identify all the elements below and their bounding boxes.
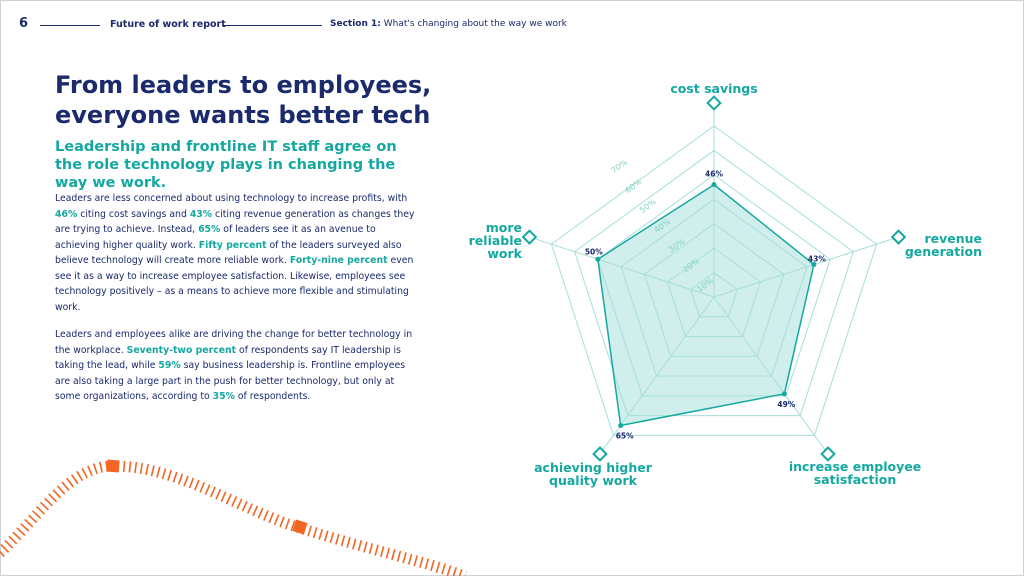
page-number: 6 xyxy=(19,16,29,31)
data-label: 50% xyxy=(585,247,603,256)
axis-diamond-icon xyxy=(890,229,907,245)
axis-label: cost savings xyxy=(670,81,757,96)
tick-label: 70% xyxy=(609,157,629,175)
axis-label-line: work xyxy=(487,246,522,261)
grid-ring xyxy=(643,223,785,357)
axis-label: more reliable work xyxy=(469,220,523,261)
axis-diamond-icon xyxy=(820,446,836,462)
axis-label: revenue generation xyxy=(905,231,982,259)
report-title: Future of work report xyxy=(110,19,226,30)
grid-ring xyxy=(690,271,738,318)
text-run: of leaders see it as an avenue to achiev… xyxy=(55,224,376,251)
header-divider xyxy=(40,25,100,26)
data-point xyxy=(781,391,787,397)
tick-label: 50% xyxy=(638,197,658,215)
data-label: 49% xyxy=(777,400,795,409)
axis-line xyxy=(713,236,899,298)
section-title: Section 1: What's changing about the way… xyxy=(330,19,567,29)
body-paragraph-2: Leaders and employees alike are driving … xyxy=(55,327,415,405)
axis-line xyxy=(529,236,715,298)
data-point xyxy=(618,422,624,428)
axis-label-line: quality work xyxy=(549,473,638,488)
axis-label: achieving higher quality work xyxy=(534,460,653,488)
text-run: Leaders are less concerned about using t… xyxy=(55,193,408,204)
data-point xyxy=(811,262,817,268)
text-run: Leaders and employees alike are driving … xyxy=(55,329,413,356)
data-point xyxy=(711,182,717,188)
axis-label: increase employee satisfaction xyxy=(789,459,921,487)
axis-diamond-icon xyxy=(592,446,608,462)
axis-label-line: generation xyxy=(905,244,982,259)
data-point xyxy=(595,256,601,262)
data-label: 46% xyxy=(705,170,723,179)
wave-marker xyxy=(292,519,308,535)
highlight-stat: Seventy-two percent xyxy=(126,344,237,356)
header-divider xyxy=(222,25,322,26)
tick-label: 60% xyxy=(624,177,644,195)
grid-ring xyxy=(597,174,831,397)
text-run: of respondents. xyxy=(234,391,311,402)
text-run: citing cost savings and xyxy=(77,208,190,220)
text-run: say business leadership is. Frontline em… xyxy=(55,360,406,402)
highlight-stat: 65% xyxy=(198,224,221,235)
axis-label-line: cost savings xyxy=(670,81,757,96)
grid-ring xyxy=(666,247,762,338)
highlight-stat: Forty-nine percent xyxy=(289,255,388,266)
highlight-stat: 35% xyxy=(212,391,235,402)
highlight-stat: 43% xyxy=(189,208,213,220)
axis-line xyxy=(599,296,715,455)
axis-label-line: achieving higher xyxy=(534,460,653,475)
text-run: of respondents say IT leadership is taki… xyxy=(55,344,401,372)
section-label: Section 1: xyxy=(330,19,381,29)
axis-label-line: satisfaction xyxy=(814,472,897,487)
wave-marker xyxy=(106,459,120,473)
axis-diamond-icon xyxy=(706,95,722,111)
grid-ring xyxy=(574,149,854,417)
body-paragraph-1: Leaders are less concerned about using t… xyxy=(55,191,415,315)
axis-line xyxy=(713,296,829,455)
page-title: From leaders to employees, everyone want… xyxy=(55,71,432,129)
data-label: 65% xyxy=(616,431,634,440)
highlight-stat: Fifty percent xyxy=(198,239,267,251)
text-run: of the leaders surveyed also believe tec… xyxy=(55,239,402,267)
section-name: What's changing about the way we work xyxy=(383,19,567,29)
grid-ring xyxy=(550,125,878,436)
data-outline xyxy=(597,183,815,427)
grid-ring xyxy=(620,198,808,377)
highlight-stat: 59% xyxy=(158,360,181,371)
axis-diamond-icon xyxy=(521,229,538,245)
text-run: even see it as a way to increase employe… xyxy=(55,255,414,313)
axis-label-line: reliable xyxy=(469,233,522,248)
page-subtitle: Leadership and frontline IT staff agree … xyxy=(55,139,397,191)
highlight-stat: 46% xyxy=(55,208,78,220)
axis-label-line: more xyxy=(486,220,522,235)
axis-label-line: increase employee xyxy=(789,459,921,474)
text-run: citing revenue generation as changes the… xyxy=(55,208,415,236)
data-label: 43% xyxy=(808,255,826,264)
axis-label-line: revenue xyxy=(924,231,982,246)
